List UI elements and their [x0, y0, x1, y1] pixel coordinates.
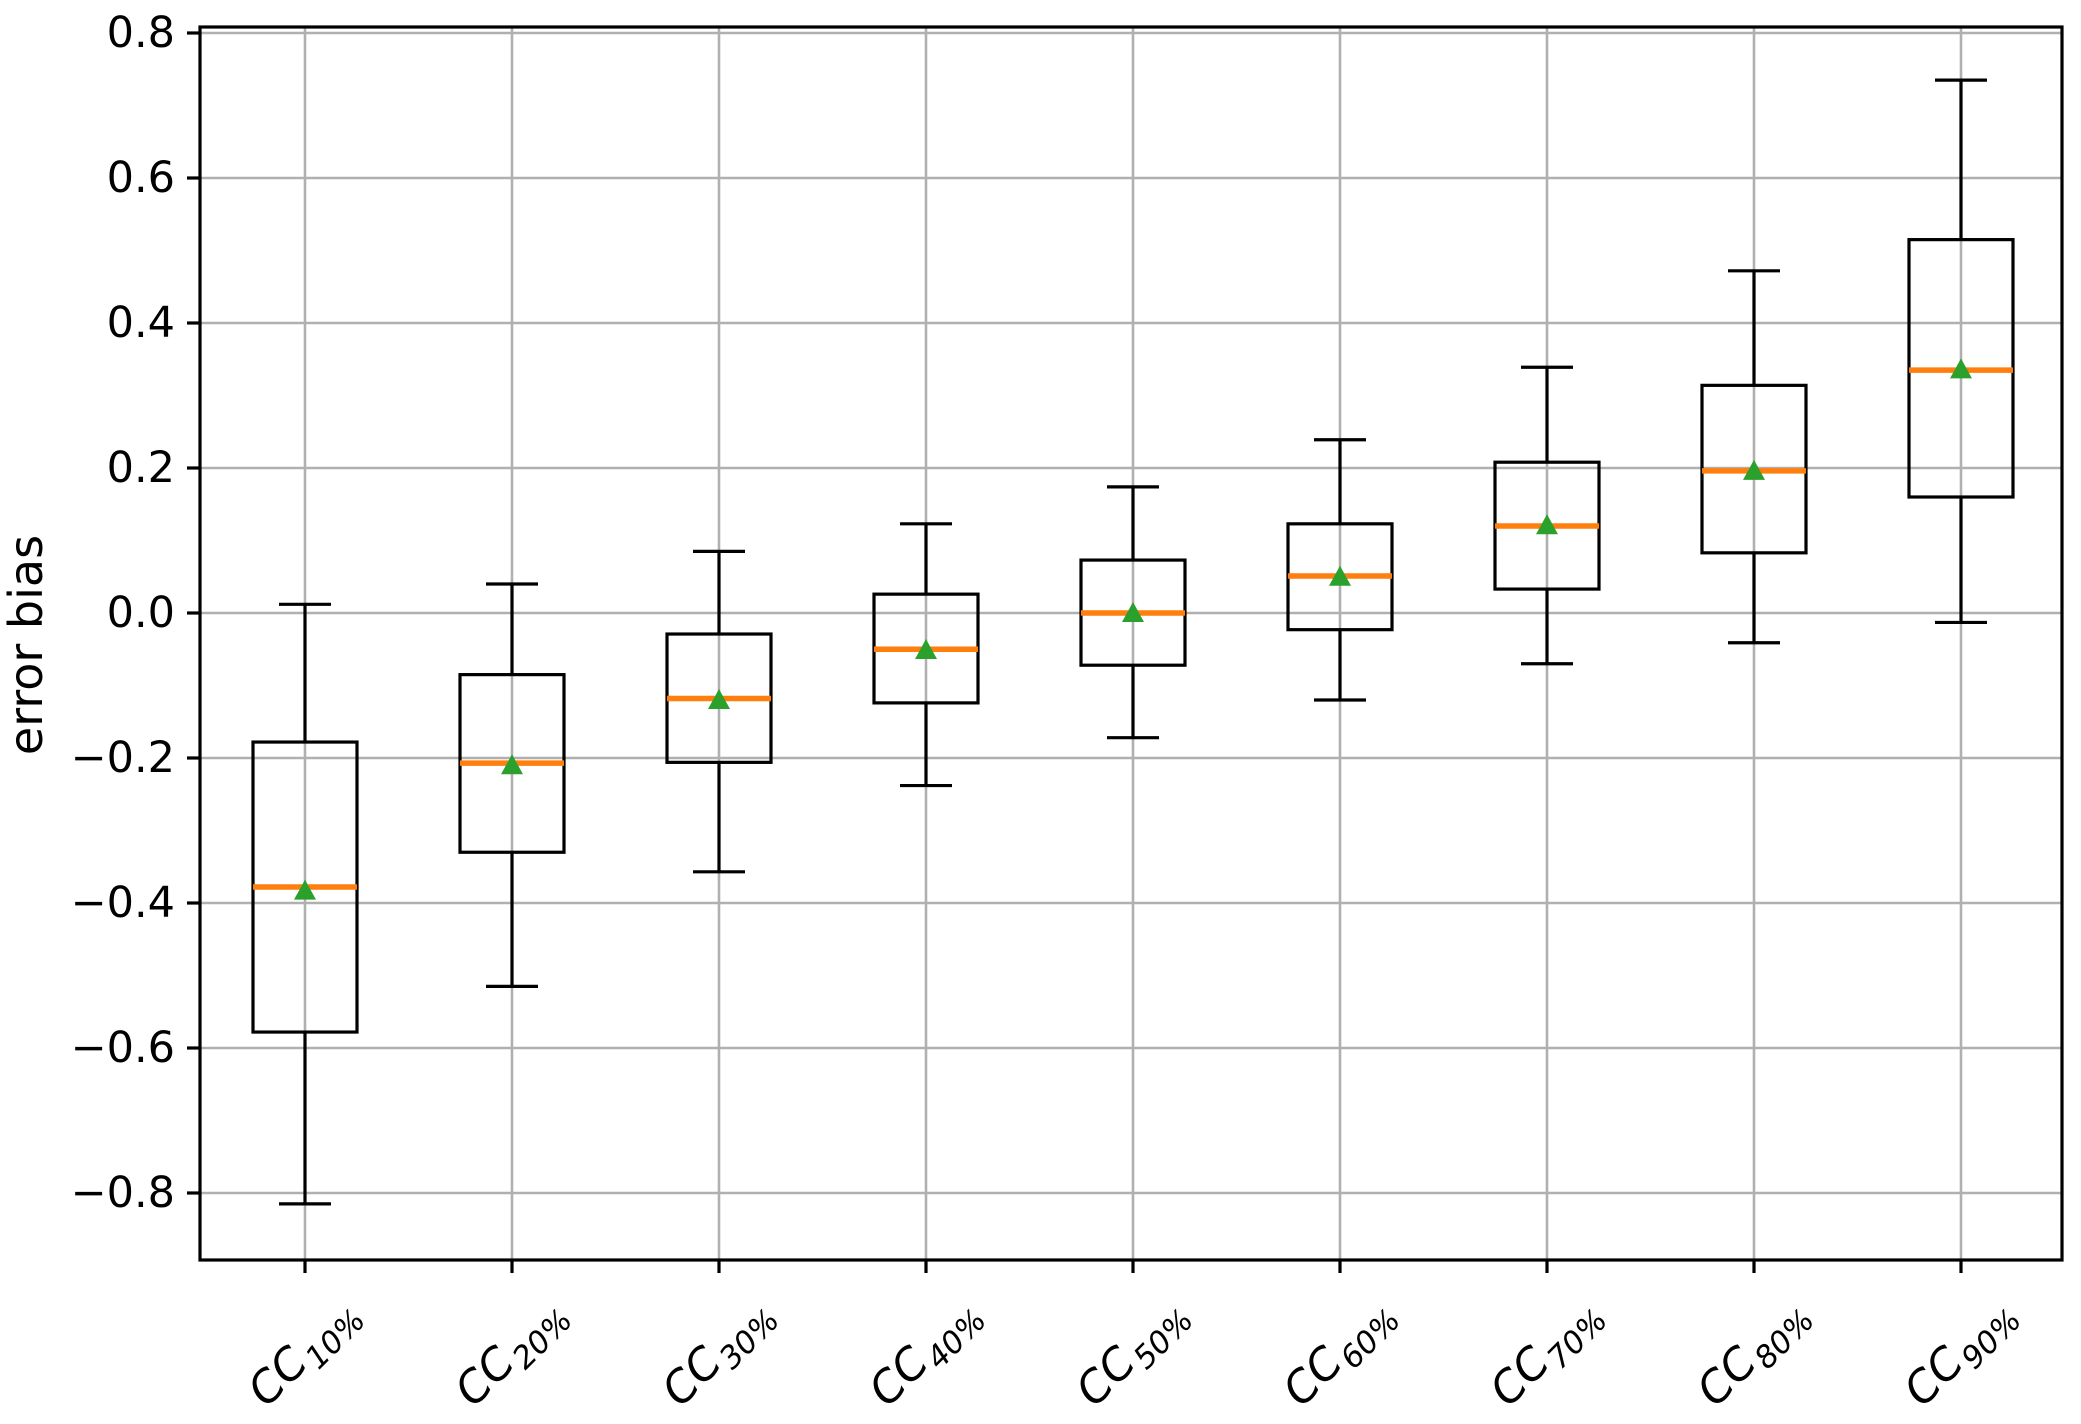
y-tick-label: −0.2	[71, 733, 175, 783]
box-group	[1079, 485, 1187, 740]
mean-marker	[501, 754, 523, 775]
mean-marker	[294, 879, 316, 900]
y-tick-label: 0.8	[107, 8, 175, 58]
mean-marker	[1122, 602, 1144, 622]
box-group	[1907, 78, 2015, 625]
plot-border	[198, 25, 2064, 1262]
box-group	[872, 522, 980, 788]
box-group	[458, 582, 566, 988]
y-tick-label: −0.4	[71, 878, 175, 928]
mean-marker	[915, 638, 937, 659]
y-axis-label: error bias	[0, 535, 53, 755]
y-tick-label: 0.0	[107, 588, 175, 638]
box-group	[1286, 438, 1394, 702]
mean-marker	[1536, 514, 1558, 535]
box-group	[1700, 269, 1808, 645]
y-tick-label: 0.2	[107, 443, 175, 493]
mean-marker	[1743, 459, 1765, 480]
y-tick-label: 0.6	[107, 153, 175, 203]
y-tick-label: −0.8	[71, 1168, 175, 1218]
box-group	[251, 602, 359, 1206]
mean-marker	[1329, 565, 1351, 586]
box-group	[1493, 365, 1601, 666]
mean-marker	[1950, 358, 1972, 379]
y-tick-label: −0.6	[71, 1023, 175, 1073]
box-layer	[251, 78, 2015, 1206]
y-tick-label: 0.4	[107, 298, 175, 348]
box-group	[665, 549, 773, 874]
mean-marker	[708, 689, 730, 709]
